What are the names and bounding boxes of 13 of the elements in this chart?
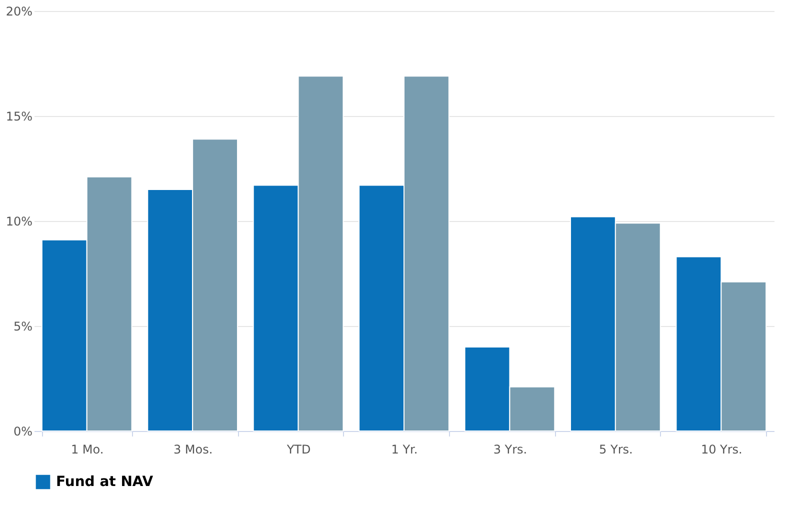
y-tick-label: 10% — [6, 214, 32, 228]
x-tick-label: 1 Yr. — [391, 442, 418, 456]
x-tick-label: 1 Mo. — [70, 442, 104, 456]
y-tick-label: 5% — [13, 320, 32, 334]
y-tick-label: 15% — [6, 110, 32, 124]
y-tick-label: 20% — [6, 4, 32, 18]
legend-label: Fund at NAV — [56, 474, 154, 490]
x-tick-label: 10 Yrs. — [700, 442, 742, 456]
x-tick-label: 3 Yrs. — [493, 442, 528, 456]
x-tick-label: 5 Yrs. — [599, 442, 633, 456]
y-tick-label: 0% — [13, 424, 32, 438]
x-tick-label: YTD — [286, 442, 311, 456]
x-tick-label: 3 Mos. — [173, 442, 213, 456]
